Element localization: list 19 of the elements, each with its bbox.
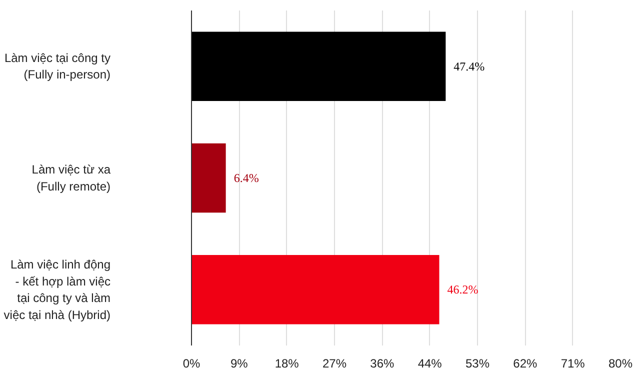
x-tick-label: 53% bbox=[465, 356, 490, 370]
x-tick-label: 36% bbox=[370, 356, 395, 370]
x-tick-label: 44% bbox=[418, 356, 442, 370]
x-tick-label: 80% bbox=[608, 356, 633, 370]
x-tick-label: 71% bbox=[560, 356, 586, 370]
bar bbox=[192, 255, 440, 324]
x-tick-label: 62% bbox=[513, 356, 538, 370]
x-tick-label: 27% bbox=[322, 356, 347, 370]
data-label: 6.4% bbox=[234, 171, 259, 185]
bar bbox=[192, 143, 226, 213]
y-tick-label: Làm việc từ xa (Fully remote) bbox=[32, 162, 111, 194]
x-tick-label: 0% bbox=[182, 356, 200, 370]
y-tick-label: Làm việc linh động - kết hợp làm việc tại công ty và làm việc tại nhà (Hybrid) bbox=[4, 257, 111, 322]
data-label: 47.4% bbox=[454, 59, 485, 74]
x-tick-label: 9% bbox=[230, 356, 248, 370]
data-label: 46.2% bbox=[447, 282, 478, 297]
x-tick-label: 18% bbox=[274, 356, 300, 370]
bar bbox=[192, 32, 446, 101]
y-tick-label: Làm việc tại công ty (Fully in-person) bbox=[4, 50, 111, 82]
